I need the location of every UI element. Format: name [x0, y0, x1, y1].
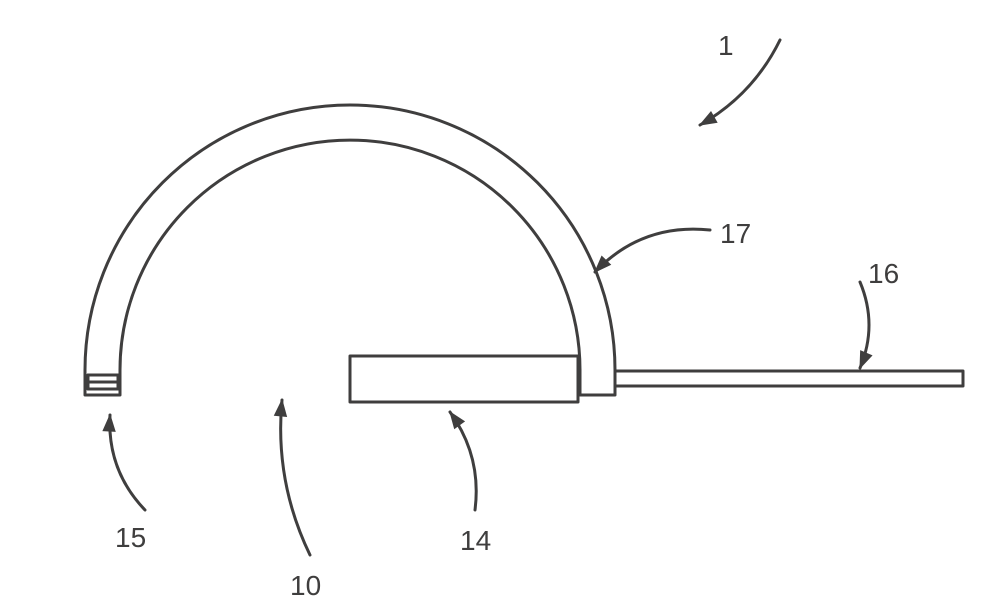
label-15: 15 [115, 522, 146, 554]
label-17: 17 [720, 218, 751, 250]
label-10: 10 [290, 570, 321, 602]
diagram-svg [0, 0, 1000, 607]
label-1: 1 [718, 30, 734, 62]
label-16: 16 [868, 258, 899, 290]
diagram-stage: 1 17 16 15 14 10 [0, 0, 1000, 607]
label-14: 14 [460, 525, 491, 557]
